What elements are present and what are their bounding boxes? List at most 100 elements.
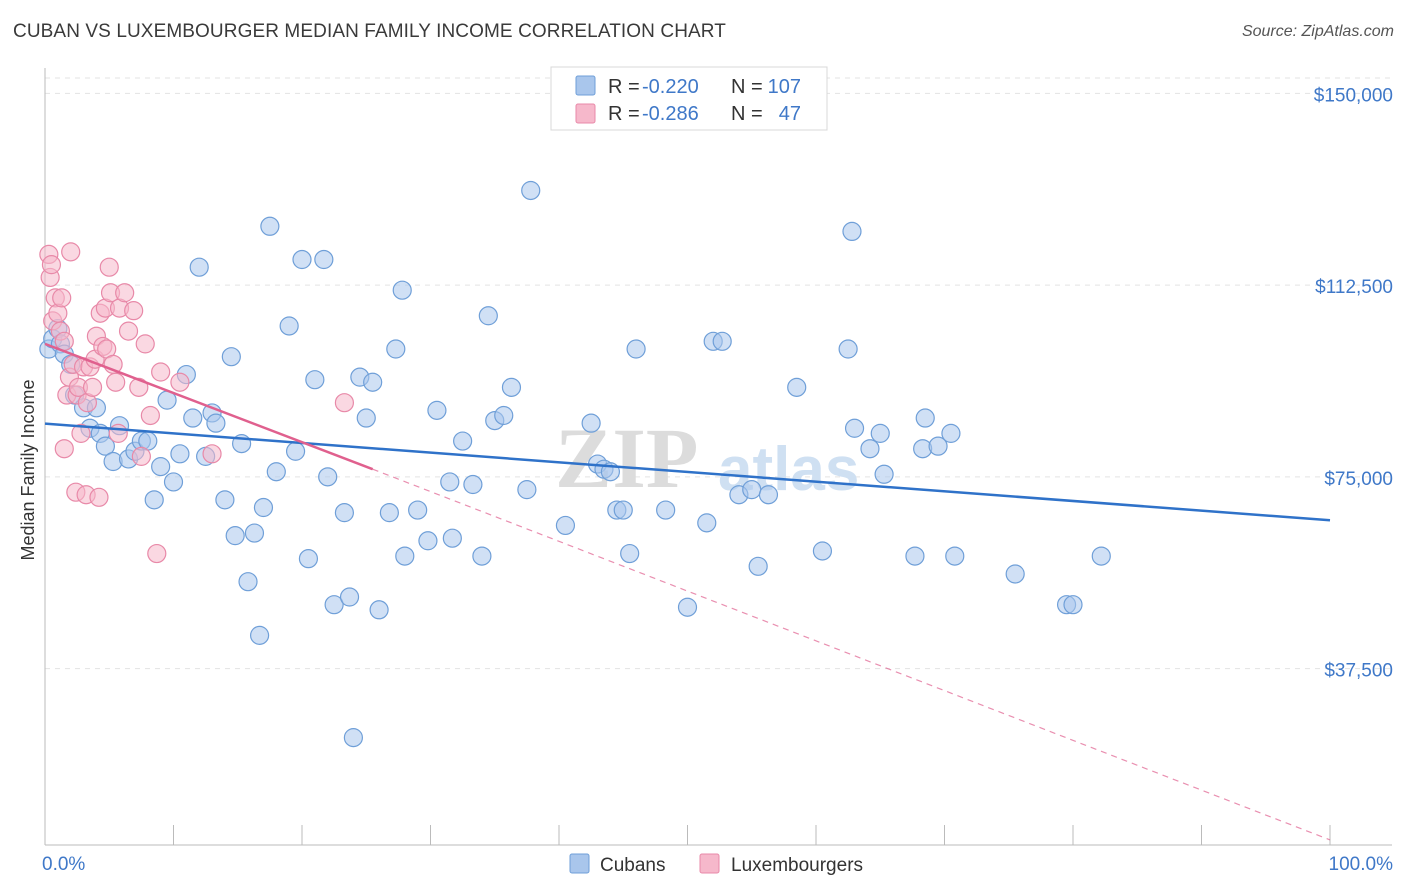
- luxembourger-point: [61, 242, 81, 262]
- cuban-point: [697, 513, 717, 533]
- y-axis-title: Median Family Income: [18, 379, 38, 560]
- luxembourgers-trend-line: [44, 342, 374, 471]
- luxembourger-point: [202, 444, 222, 464]
- cuban-point: [215, 490, 235, 510]
- cuban-point: [1091, 546, 1111, 566]
- cuban-point: [206, 413, 226, 433]
- cuban-point: [238, 572, 258, 592]
- cuban-point: [395, 546, 415, 566]
- luxembourger-point: [106, 372, 126, 392]
- y-tick-label: $75,000: [1324, 469, 1393, 490]
- watermark: ZIP atlas: [555, 410, 859, 506]
- cuban-point: [249, 625, 270, 645]
- luxembourger-point: [151, 362, 171, 382]
- luxembourger-point: [334, 393, 355, 413]
- cuban-point: [812, 541, 833, 561]
- bottom-legend-label-cubans: Cubans: [600, 855, 666, 876]
- series-legend: Cubans Luxembourgers: [569, 853, 863, 876]
- y-tick-label: $150,000: [1314, 85, 1393, 106]
- data-points: [39, 180, 1111, 748]
- cuban-point: [517, 480, 537, 500]
- cuban-point: [870, 423, 890, 443]
- legend-r-value-luxembourgers: -0.286: [642, 103, 699, 125]
- cuban-point: [292, 249, 312, 270]
- cuban-point: [279, 316, 299, 336]
- legend-r-label-cubans: R =: [608, 76, 640, 98]
- cubans-trend-line: [44, 422, 1331, 522]
- cuban-point: [494, 405, 514, 426]
- cuban-point: [253, 497, 274, 518]
- cuban-point: [501, 377, 522, 397]
- cuban-point: [343, 728, 363, 748]
- cuban-point: [324, 595, 344, 615]
- cuban-point: [842, 221, 862, 241]
- cuban-point: [266, 462, 286, 482]
- cuban-point: [369, 600, 389, 620]
- cuban-point: [613, 500, 633, 520]
- cuban-point: [363, 372, 383, 392]
- chart-source: Source: ZipAtlas.com: [1241, 23, 1394, 40]
- cuban-point: [1063, 595, 1083, 615]
- luxembourger-point: [89, 487, 109, 507]
- luxembourger-point: [108, 423, 128, 443]
- cuban-point: [189, 257, 209, 277]
- cuban-point: [905, 546, 925, 566]
- cuban-point: [318, 467, 338, 487]
- cuban-point: [748, 556, 768, 576]
- x-tick-labels: 0.0% 100.0%: [42, 854, 1393, 875]
- luxembourger-point: [140, 405, 160, 426]
- cuban-point: [260, 216, 280, 236]
- chart-title: CUBAN VS LUXEMBOURGER MEDIAN FAMILY INCO…: [13, 21, 726, 42]
- luxembourger-point: [135, 334, 155, 354]
- cuban-point: [285, 441, 306, 461]
- watermark-zip: ZIP: [555, 410, 698, 506]
- cuban-point: [379, 503, 399, 523]
- cuban-point: [626, 339, 646, 359]
- cuban-point: [1005, 564, 1025, 584]
- cuban-point: [225, 526, 245, 546]
- luxembourger-point: [54, 439, 74, 459]
- legend-box: [550, 66, 828, 131]
- legend-n-value-cubans: 107: [768, 76, 801, 98]
- luxembourger-point: [52, 288, 72, 308]
- cuban-point: [620, 543, 640, 564]
- legend-n-label-cubans: N =: [731, 76, 763, 98]
- cuban-point: [712, 331, 732, 351]
- cuban-point: [298, 549, 319, 569]
- luxembourger-point: [99, 257, 119, 277]
- cuban-point: [356, 408, 376, 428]
- cuban-point: [427, 400, 447, 420]
- y-tick-labels: $150,000 $112,500 $75,000 $37,500: [1314, 85, 1393, 681]
- cuban-point: [392, 280, 412, 300]
- luxembourger-point: [129, 377, 149, 397]
- x-tick-label-max: 100.0%: [1329, 854, 1394, 875]
- cuban-point: [151, 457, 171, 477]
- cuban-point: [521, 180, 541, 201]
- cuban-point: [95, 436, 115, 456]
- cuban-point: [408, 500, 428, 520]
- cuban-point: [163, 472, 184, 492]
- correlation-legend: R = -0.220 N = 107 R = -0.286 N = 47: [550, 66, 828, 131]
- bottom-legend-swatch-cubans: [569, 853, 590, 874]
- cuban-point: [656, 500, 676, 520]
- luxembourger-point: [115, 283, 135, 303]
- cuban-point: [221, 347, 241, 367]
- cuban-point: [334, 503, 355, 523]
- cuban-point: [442, 528, 462, 548]
- bottom-legend-label-luxembourgers: Luxembourgers: [731, 855, 863, 876]
- trend-lines: [44, 342, 1331, 841]
- cuban-point: [581, 413, 601, 433]
- cuban-point: [844, 418, 865, 438]
- luxembourger-point: [41, 255, 62, 275]
- legend-n-label-luxembourgers: N =: [731, 103, 763, 125]
- luxembourgers-trend-extension: [372, 468, 1331, 841]
- luxembourger-point: [118, 321, 139, 341]
- cuban-point: [453, 431, 473, 451]
- cuban-point: [928, 436, 948, 456]
- y-tick-label: $112,500: [1315, 277, 1393, 298]
- cuban-point: [758, 485, 779, 505]
- cuban-point: [677, 597, 698, 617]
- cuban-point: [144, 490, 164, 510]
- legend-n-value-luxembourgers: 47: [779, 103, 801, 125]
